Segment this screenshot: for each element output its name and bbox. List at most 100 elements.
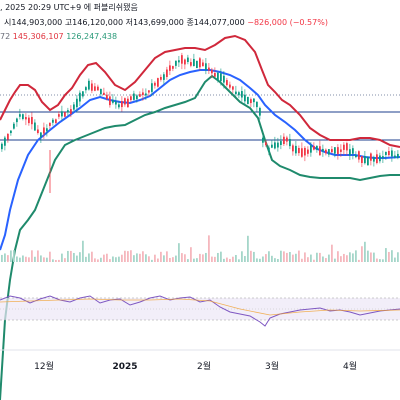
volume-bar (319, 252, 321, 262)
volume-bar (136, 253, 138, 262)
volume-bar (379, 259, 381, 262)
candle (106, 94, 108, 100)
candle (46, 128, 48, 132)
volume-bar (112, 256, 114, 262)
candle (379, 155, 381, 162)
candle (88, 80, 90, 90)
volume-bar (214, 256, 216, 262)
volume-bar (391, 250, 393, 262)
volume-bar (76, 255, 78, 262)
volume-bar (145, 254, 147, 262)
candle (220, 73, 222, 82)
volume-bar (7, 255, 9, 262)
candle (13, 123, 15, 129)
volume-bar (88, 253, 90, 262)
volume-bar (154, 254, 156, 262)
candle (115, 101, 117, 105)
candle (373, 157, 375, 162)
candle (202, 62, 204, 67)
change-value: −826,000 (−0.57%) (247, 18, 328, 27)
volume-bar (331, 244, 333, 262)
volume-bar (247, 235, 249, 262)
volume-bar (244, 256, 246, 262)
volume-bar (193, 258, 195, 262)
oscillator-panel[interactable] (0, 295, 400, 327)
candle (28, 117, 30, 124)
volume-bar (49, 251, 51, 262)
candle (385, 151, 387, 155)
candle (91, 83, 93, 91)
volume-bar (271, 255, 273, 262)
candle (268, 147, 270, 152)
candle (19, 114, 21, 117)
bb-upper-value: 145,306,107 (12, 32, 64, 40)
low-value: 저143,699,000 (125, 18, 184, 27)
candle (49, 122, 51, 126)
candle (70, 109, 72, 115)
volume-bar (169, 257, 171, 262)
candle (76, 98, 78, 108)
volume-bar (133, 255, 135, 262)
volume-bar (19, 257, 21, 262)
candle (73, 104, 75, 110)
volume-bar (46, 257, 48, 262)
candle (337, 147, 339, 154)
candlestick-series[interactable] (1, 52, 399, 193)
candle (238, 92, 240, 96)
candle (352, 148, 354, 154)
volume-bar (91, 251, 93, 262)
volume-bar (97, 259, 99, 262)
candle (244, 94, 246, 102)
candle (124, 98, 126, 105)
volume-bar (187, 259, 189, 262)
candle (172, 66, 174, 69)
candle (331, 149, 333, 153)
candle (355, 155, 357, 158)
candle (214, 73, 216, 77)
candle (169, 65, 171, 71)
candle (397, 153, 399, 158)
candle (382, 156, 384, 159)
volume-bar (298, 250, 300, 262)
volume-bar (322, 256, 324, 262)
candle (313, 145, 315, 150)
candle (235, 91, 237, 95)
volume-bar (364, 241, 366, 262)
volume-bar (394, 257, 396, 262)
candle (277, 142, 279, 148)
volume-bar (229, 258, 231, 262)
candle (271, 144, 273, 148)
volume-bar (346, 255, 348, 262)
volume-bar (235, 254, 237, 262)
volume-bar (283, 251, 285, 262)
candle (196, 60, 198, 69)
volume-bar (142, 251, 144, 262)
volume-bar (37, 250, 39, 262)
volume-bar (334, 258, 336, 262)
candle (376, 154, 378, 164)
candle (316, 146, 318, 150)
volume-bar (370, 252, 372, 262)
candle (256, 101, 258, 108)
candle (262, 137, 264, 143)
volume-bar (31, 250, 33, 262)
candle (334, 147, 336, 154)
candle (10, 130, 12, 134)
bb-label: 72 (0, 32, 11, 40)
bb-upper-band (0, 34, 400, 148)
volume-bar (166, 251, 168, 262)
volume-bar (202, 254, 204, 262)
volume-bar (109, 259, 111, 262)
candle (160, 77, 162, 80)
volume-bar (208, 235, 210, 262)
volume-bar (352, 253, 354, 262)
candle (34, 122, 36, 131)
volume-bar (277, 259, 279, 262)
volume-bar (127, 251, 129, 262)
volume-bar (358, 259, 360, 262)
volume-bar (118, 256, 120, 262)
volume-bar (70, 250, 72, 262)
volume-bar (25, 256, 27, 262)
volume-bar (130, 250, 132, 262)
